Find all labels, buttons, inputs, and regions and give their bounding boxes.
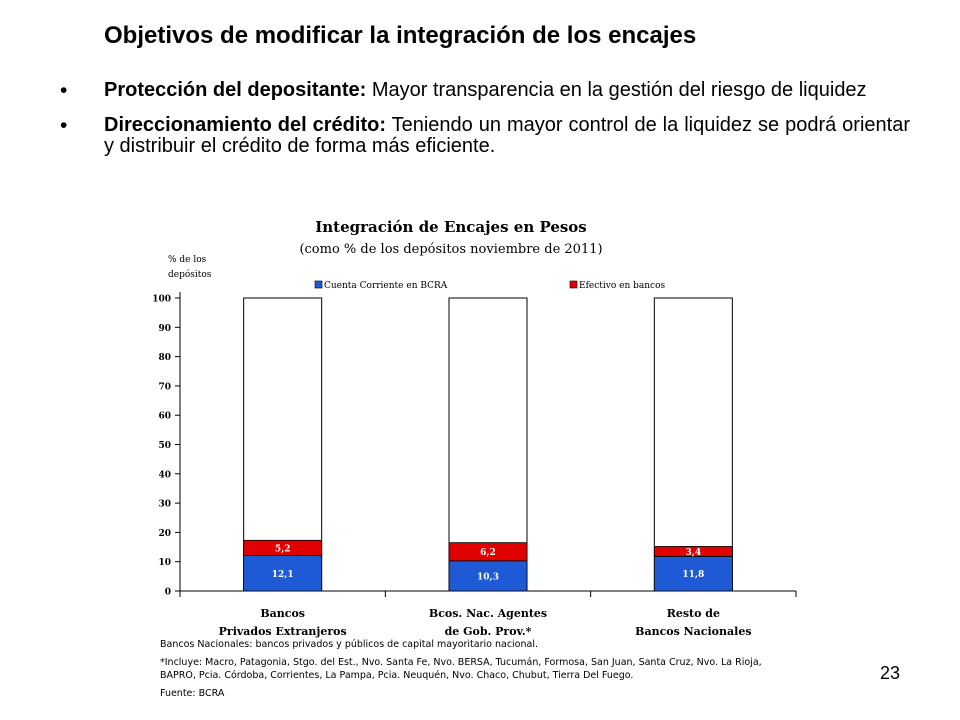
y-axis-label: % de los — [168, 255, 207, 265]
bullet-item: • Protección del depositante: Mayor tran… — [60, 79, 910, 102]
bar-segment — [243, 555, 323, 592]
note-line: Bancos Nacionales: bancos privados y púb… — [160, 639, 538, 650]
data-label: 12,1 — [272, 570, 294, 580]
bullet-text: Direccionamiento del crédito: Teniendo u… — [104, 115, 910, 157]
x-category-label: Bcos. Nac. Agentes — [429, 607, 547, 620]
slide-title: Objetivos de modificar la integración de… — [104, 22, 697, 49]
y-tick-label: 70 — [158, 382, 171, 392]
data-label: 3,4 — [685, 548, 701, 558]
bullet-marker: • — [60, 114, 68, 137]
data-label: 6,2 — [480, 548, 496, 558]
y-tick-label: 20 — [158, 529, 171, 539]
data-label: 11,8 — [682, 570, 704, 580]
x-category-label: de Gob. Prov.* — [445, 625, 532, 638]
y-tick-label: 30 — [158, 500, 171, 510]
bullet-item: • Direccionamiento del crédito: Teniendo… — [60, 115, 910, 157]
chart-subtitle: (como % de los depósitos noviembre de 20… — [299, 242, 603, 257]
bullet-text: Protección del depositante: Mayor transp… — [104, 80, 910, 101]
bullet-body: Teniendo un mayor control de la liquidez… — [104, 114, 910, 157]
x-category-label: Bancos — [260, 607, 305, 620]
bar-total-outline — [653, 297, 733, 592]
y-tick-label: 10 — [158, 558, 171, 568]
bar-segment — [653, 546, 733, 557]
bar-total-outline — [448, 297, 528, 592]
data-label: 5,2 — [275, 544, 291, 554]
y-tick-label: 60 — [158, 412, 171, 422]
note-line: *Incluye: Macro, Patagonia, Stgo. del Es… — [160, 657, 762, 681]
legend-swatch — [314, 280, 323, 289]
legend-swatch — [569, 280, 578, 289]
y-tick-label: 90 — [158, 324, 171, 334]
x-category-label: Privados Extranjeros — [219, 625, 347, 638]
chart-notes: Bancos Nacionales: bancos privados y púb… — [160, 638, 800, 705]
chart-title: Integración de Encajes en Pesos — [315, 218, 587, 236]
data-label: 10,3 — [477, 572, 499, 582]
x-category-label: Bancos Nacionales — [635, 625, 751, 638]
bullet-lead: Protección del depositante: — [104, 79, 367, 101]
page-number: 23 — [880, 663, 901, 683]
y-tick-label: 100 — [152, 295, 171, 305]
y-axis-label: depósitos — [168, 269, 212, 280]
bullet-body: Mayor transparencia en la gestión del ri… — [366, 79, 867, 101]
legend-label: Efectivo en bancos — [579, 281, 665, 291]
y-tick-label: 80 — [158, 353, 171, 363]
y-tick-label: 40 — [158, 470, 171, 480]
bar-segment — [243, 539, 323, 556]
legend-label: Cuenta Corriente en BCRA — [324, 281, 448, 291]
bullet-lead: Direccionamiento del crédito: — [104, 114, 386, 136]
y-tick-label: 0 — [165, 588, 171, 598]
bullet-list: • Protección del depositante: Mayor tran… — [60, 80, 910, 171]
bar-segment — [448, 542, 528, 562]
note-line: Fuente: BCRA — [160, 688, 225, 699]
x-category-label: Resto de — [667, 607, 720, 620]
y-tick-label: 50 — [158, 441, 171, 451]
bar-segment — [653, 556, 733, 592]
bullet-marker: • — [60, 79, 68, 102]
